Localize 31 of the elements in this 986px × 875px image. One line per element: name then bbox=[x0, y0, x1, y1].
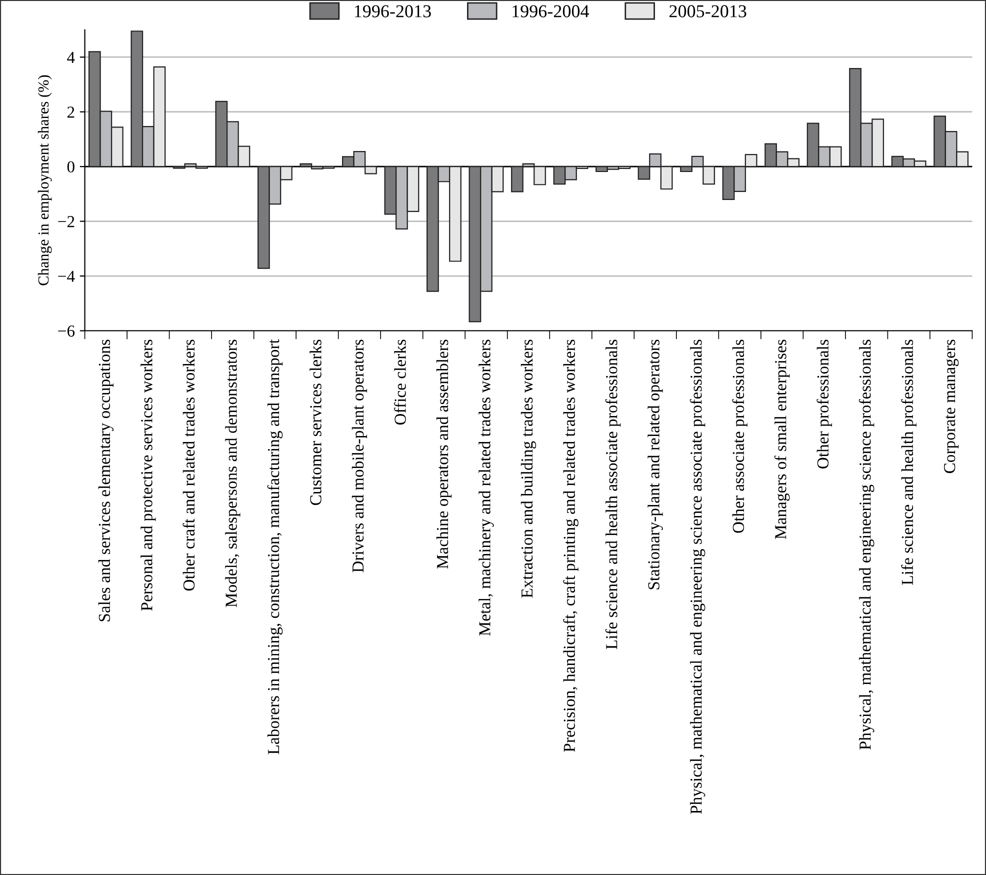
y-tick-label: 2 bbox=[67, 106, 74, 118]
x-tick-label: Customer services clerks bbox=[310, 340, 322, 506]
x-tick-label: Managers of small enterprises bbox=[774, 340, 790, 540]
x-tick-label: Laborers in mining, construction, manufacturing and transport bbox=[267, 339, 283, 754]
y-axis-title: Change in employment shares (%) bbox=[38, 75, 52, 286]
x-tick-label: Life science and health associate professionals bbox=[605, 340, 621, 650]
x-tick-label: Extraction and building trades workers bbox=[520, 340, 536, 598]
x-tick-label: Physical, mathematical and engineering science associate professionals bbox=[690, 340, 706, 814]
x-tick-label: Life science and health professionals bbox=[901, 340, 916, 585]
y-tick-label: −4 bbox=[58, 270, 75, 282]
legend-label: 1996-2004 bbox=[512, 5, 589, 18]
x-tick-label: Precision, handicraft, craft printing and related trades workers bbox=[563, 340, 578, 752]
legend-label: 1996-2013 bbox=[354, 5, 431, 18]
x-tick-label: Other associate professionals bbox=[732, 340, 748, 533]
y-tick-label: −2 bbox=[58, 216, 74, 228]
x-tick-label: Stationary-plant and related operators bbox=[648, 340, 663, 590]
x-tick-label: Metal, machinery and related trades workers bbox=[478, 340, 494, 636]
x-tick-label: Drivers and mobile-plant operators bbox=[352, 340, 368, 572]
y-tick-label: −6 bbox=[58, 325, 75, 337]
x-tick-label: Personal and protective services workers bbox=[140, 340, 156, 611]
x-tick-label: Machine operators and assemblers bbox=[436, 340, 452, 569]
x-tick-label: Other craft and related trades workers bbox=[182, 340, 195, 591]
x-tick-label: Sales and services elementary occupations bbox=[98, 340, 114, 622]
x-tick-label: Other professionals bbox=[816, 340, 832, 468]
x-tick-label: Models, salespersons and demonstrators bbox=[225, 340, 240, 608]
x-tick-label: Physical, mathematical and engineering science professionals bbox=[858, 340, 874, 750]
x-tick-label: Office clerks bbox=[394, 340, 406, 425]
y-tick-label: 0 bbox=[67, 161, 74, 173]
legend-label: 2005-2013 bbox=[670, 5, 746, 18]
x-tick-label: Corporate managers bbox=[944, 340, 959, 474]
y-tick-label: 4 bbox=[67, 52, 75, 63]
